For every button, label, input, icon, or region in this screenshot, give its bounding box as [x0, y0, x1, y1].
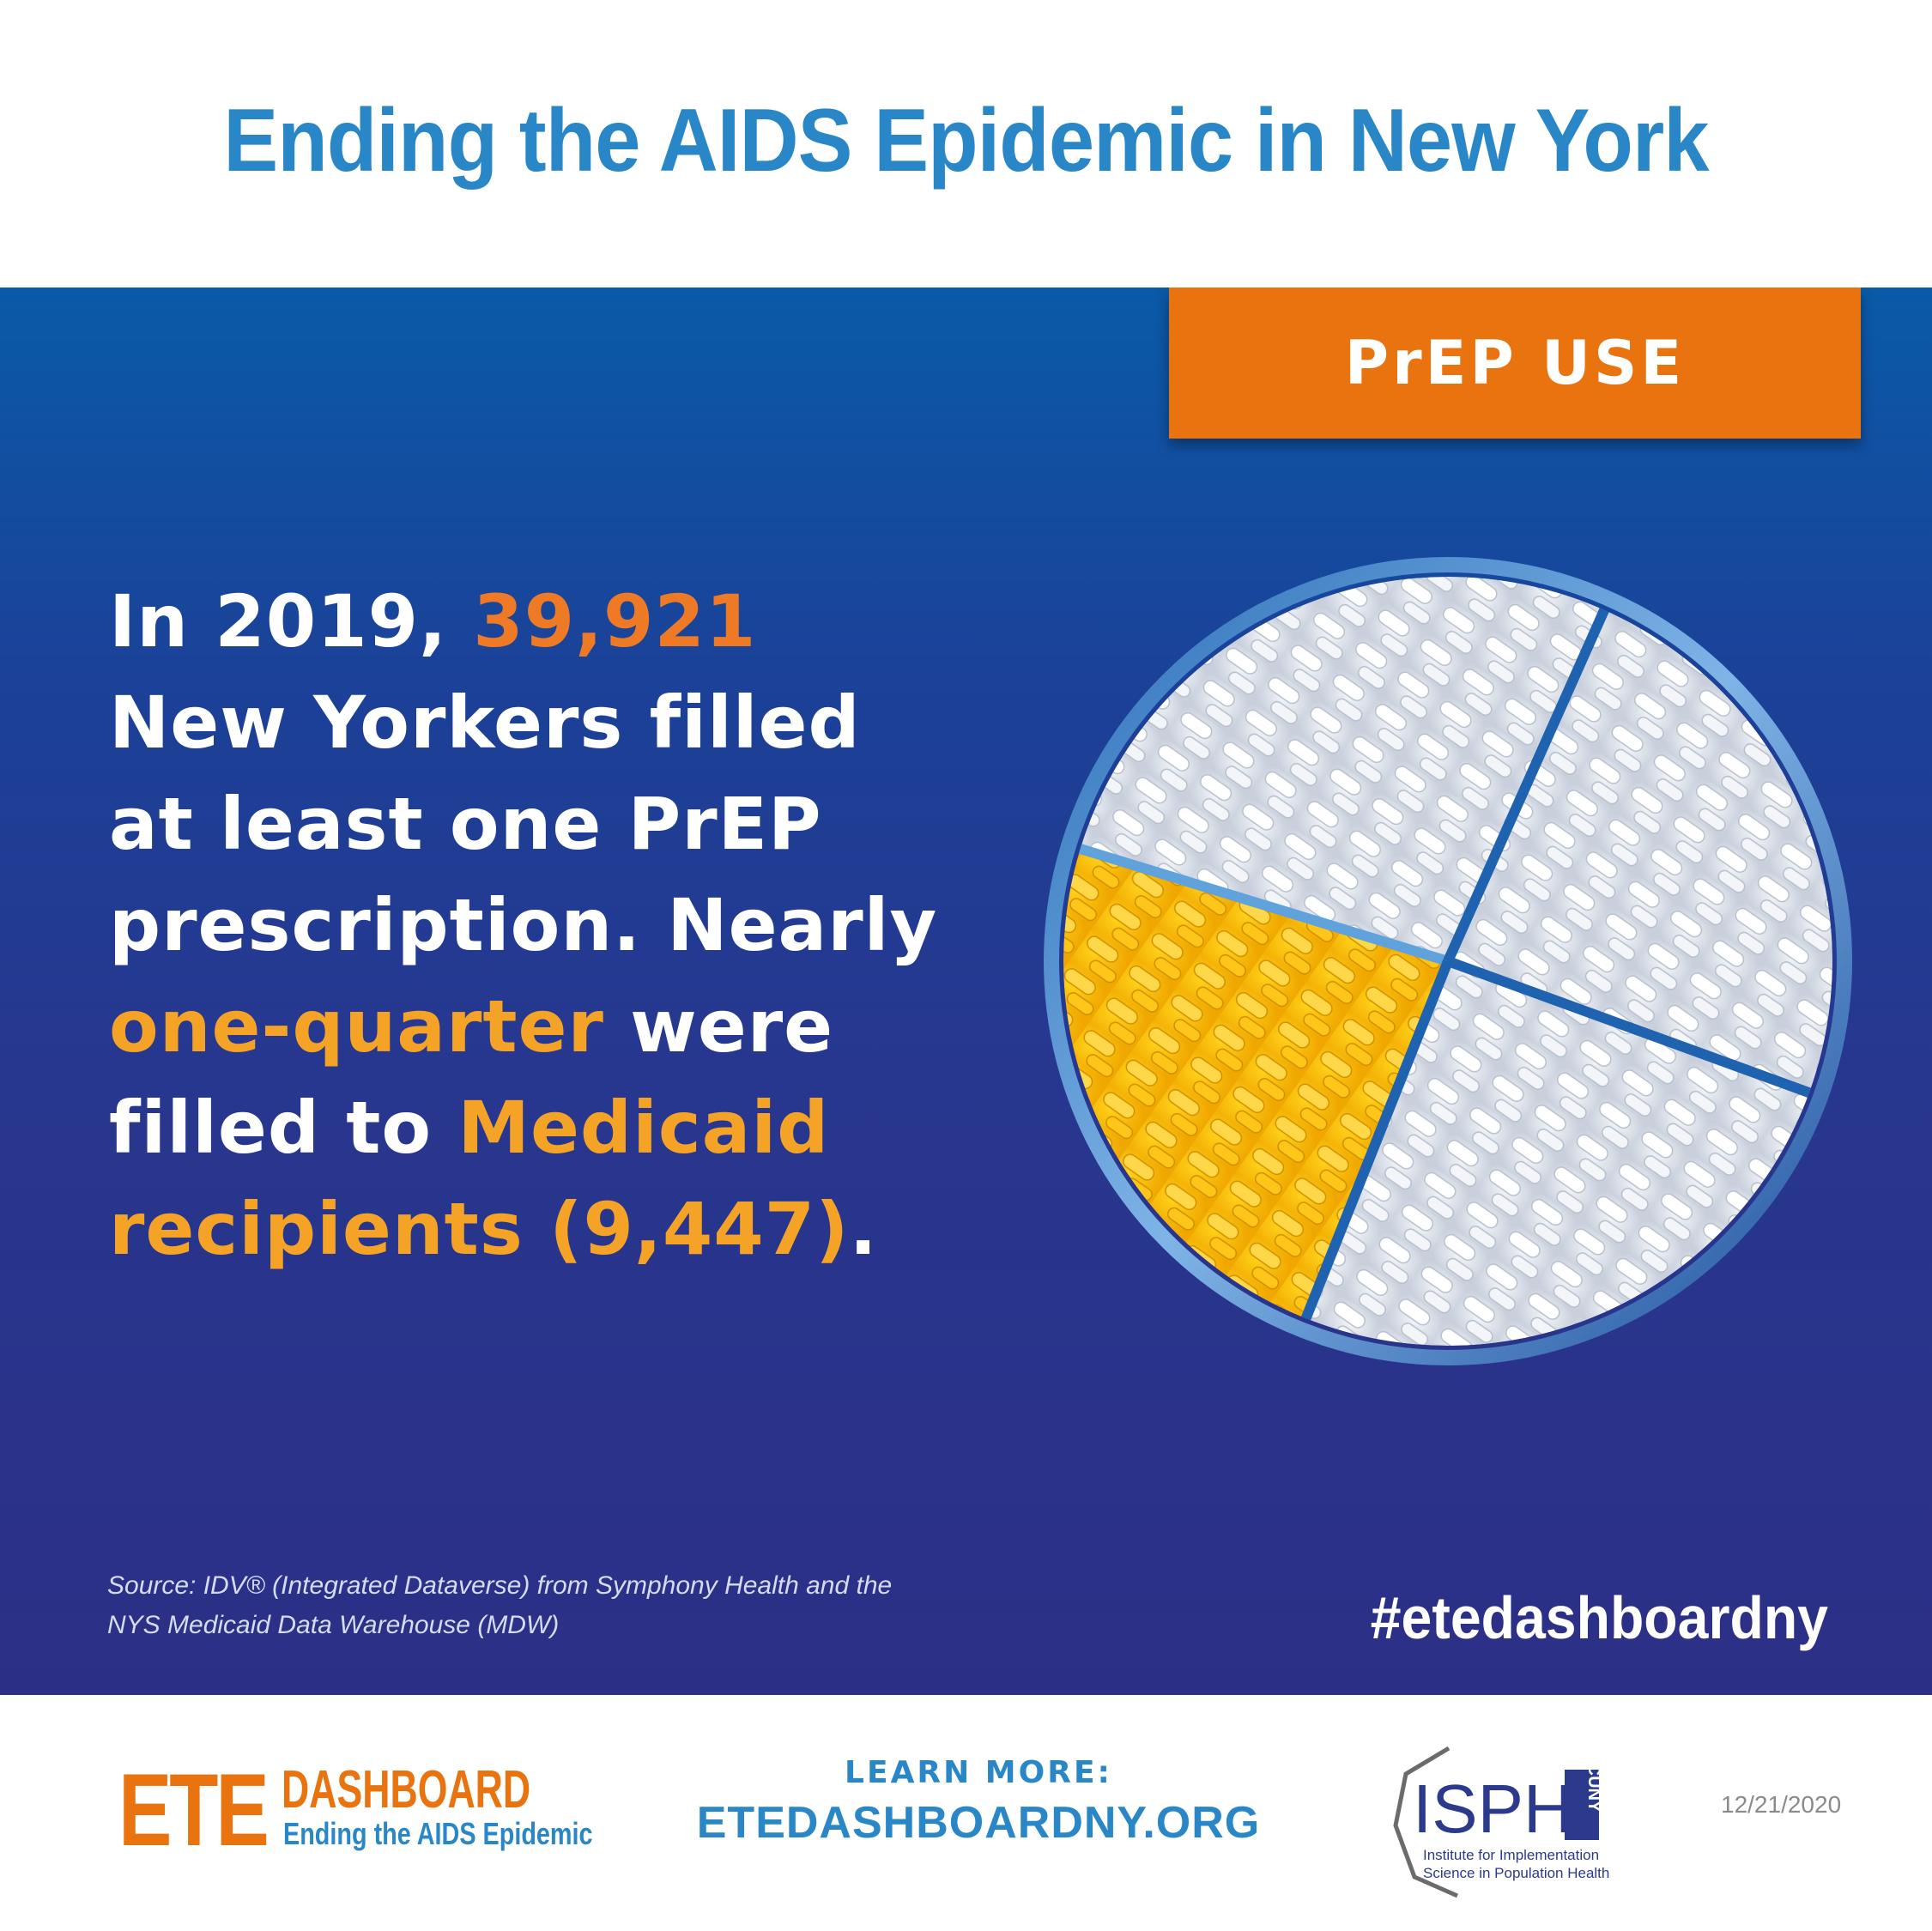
main-panel: PrEP USE In 2019, 39,921 New Yorkers fil… [0, 288, 1932, 1695]
publish-date: 12/21/2020 [1721, 1791, 1842, 1818]
statement-line-4: prescription. Nearly [109, 883, 938, 967]
isph-logo-line-2: Science in Population Health [1423, 1865, 1609, 1881]
pie-divider-2 [1443, 608, 1609, 964]
pie-slice-other-3 [1305, 961, 1809, 1346]
pie-slice-other-1 [1080, 577, 1605, 961]
statement-prefix: In 2019, [109, 579, 474, 663]
isph-logo-line-1: Institute for Implementation [1423, 1847, 1599, 1863]
pie-outer-ring [1044, 557, 1852, 1365]
pill-pie-illustration [1040, 554, 1856, 1369]
footer: ETE DASHBOARD Ending the AIDS Epidemic L… [0, 1695, 1932, 1931]
learn-more-link[interactable]: ETEDASHBOARDNY.ORG [696, 1798, 1261, 1848]
isph-cuny-logo[interactable]: ISPH CUNY Institute for Implementation S… [1389, 1740, 1646, 1903]
pie-divider-4 [1300, 959, 1453, 1321]
ete-dashboard-logo[interactable]: ETE DASHBOARD Ending the AIDS Epidemic [118, 1752, 593, 1867]
topic-badge-label: PrEP USE [1344, 328, 1686, 398]
source-citation: Source: IDV® (Integrated Dataverse) from… [107, 1566, 1051, 1645]
fraction-highlight: one-quarter [109, 984, 604, 1068]
statement-period: . [849, 1187, 878, 1271]
cuny-label: CUNY [1584, 1764, 1603, 1813]
statistic-statement: In 2019, 39,921 New Yorkers filled at le… [109, 571, 1036, 1280]
statement-line-3: at least one PrEP [109, 782, 822, 866]
prep-user-count: 39,921 [473, 579, 757, 663]
learn-more: LEARN MORE: ETEDASHBOARDNY.ORG [687, 1755, 1270, 1849]
ete-logo-subtitle: Ending the AIDS Epidemic [283, 1816, 593, 1851]
hashtag: #etedashboardny [1370, 1584, 1828, 1651]
pie-divider-1 [1078, 844, 1450, 966]
source-line-2: NYS Medicaid Data Warehouse (MDW) [107, 1611, 560, 1639]
isph-logo-graphic: ISPH CUNY Institute for Implementation S… [1393, 1746, 1609, 1898]
topic-badge: PrEP USE [1169, 288, 1861, 439]
learn-more-label: LEARN MORE: [845, 1755, 1112, 1790]
ete-logo-mark: ETE [118, 1752, 270, 1867]
header: Ending the AIDS Epidemic in New York [0, 0, 1932, 288]
pill-pie-graphic [1044, 557, 1852, 1365]
ete-logo-dashboard: DASHBOARD [282, 1760, 531, 1819]
medicaid-recipients-count: recipients (9,447) [109, 1187, 850, 1271]
cuny-box [1565, 1770, 1599, 1840]
pie-slice-other-2 [1448, 609, 1832, 1093]
isph-logo-main: ISPH [1413, 1771, 1573, 1847]
statement-line-6-prefix: filled to [109, 1086, 458, 1170]
statement-line-2: New Yorkers filled [109, 681, 861, 765]
statement-line-5-suffix: were [603, 984, 834, 1068]
source-line-1: Source: IDV® (Integrated Dataverse) from… [107, 1571, 893, 1600]
pie-divider-3 [1445, 956, 1812, 1098]
page-title: Ending the AIDS Epidemic in New York [223, 91, 1709, 191]
medicaid-highlight: Medicaid [457, 1086, 830, 1170]
isph-hexagon-outline [1393, 1746, 1459, 1898]
